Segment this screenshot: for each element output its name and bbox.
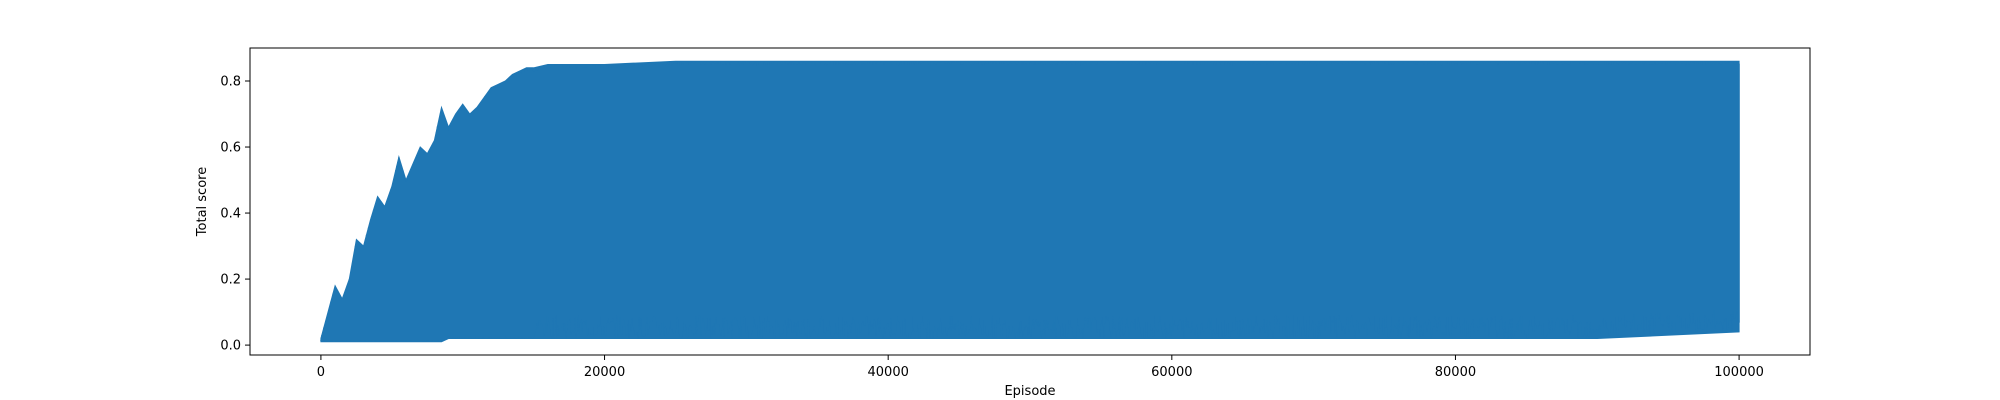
x-axis-label: Episode bbox=[1004, 384, 1055, 399]
x-tick-label: 100000 bbox=[1714, 365, 1764, 380]
x-tick-label: 0 bbox=[317, 365, 325, 380]
x-tick-label: 20000 bbox=[584, 365, 625, 380]
y-tick-label: 0.6 bbox=[220, 141, 241, 156]
y-tick-label: 0.4 bbox=[220, 207, 241, 222]
plot-frame bbox=[249, 47, 1811, 356]
y-axis: 0.0 0.2 0.4 0.6 0.8 bbox=[220, 75, 250, 354]
plot-area bbox=[249, 47, 1811, 356]
x-tick-label: 60000 bbox=[1151, 365, 1192, 380]
x-axis: 0 20000 40000 60000 80000 100000 bbox=[317, 355, 1764, 380]
y-tick-label: 0.8 bbox=[220, 75, 241, 90]
x-tick-label: 40000 bbox=[868, 365, 909, 380]
y-axis-label: Total score bbox=[195, 167, 210, 237]
series-0-line bbox=[320, 61, 1740, 342]
y-tick-label: 0.2 bbox=[220, 273, 241, 288]
y-tick-label: 0.0 bbox=[220, 339, 241, 354]
x-tick-label: 80000 bbox=[1435, 365, 1476, 380]
